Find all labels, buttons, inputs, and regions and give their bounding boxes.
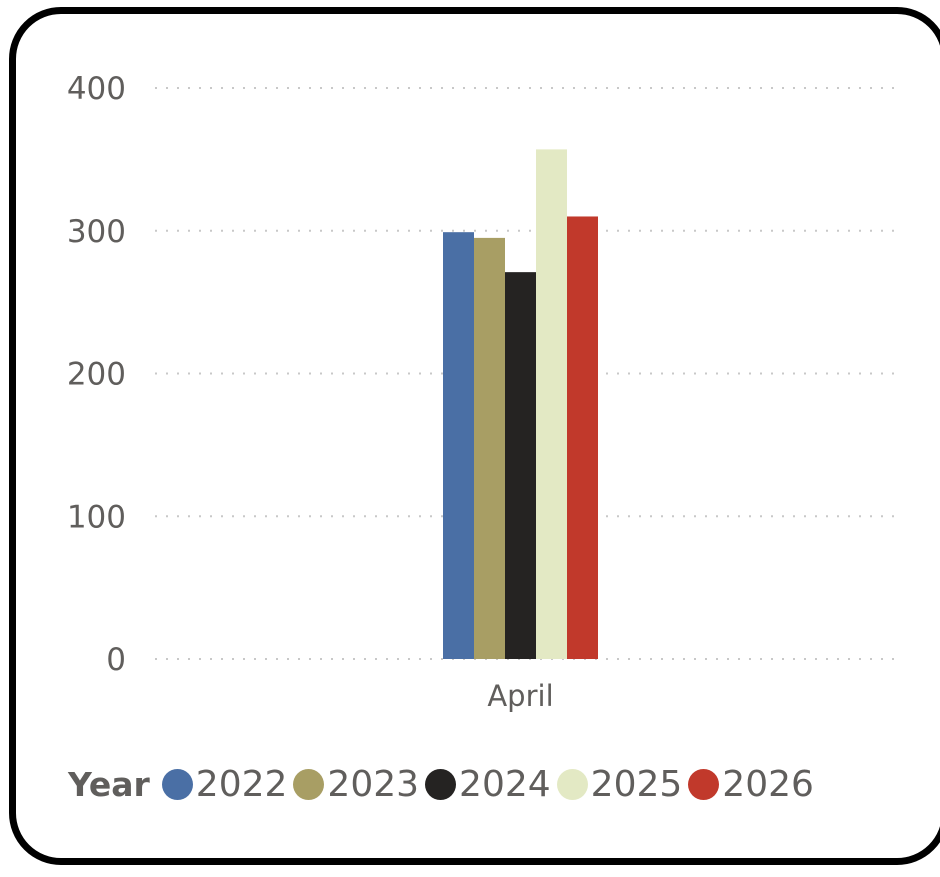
y-tick-label: 400	[67, 71, 126, 107]
legend-label: 2022	[195, 763, 288, 805]
legend-item-2025[interactable]: 2025	[556, 763, 683, 805]
legend-marker	[425, 768, 457, 800]
legend-label: 2024	[459, 763, 551, 805]
y-tick-label: 100	[67, 499, 126, 535]
legend-marker	[161, 768, 193, 800]
bar-2025[interactable]	[536, 149, 567, 659]
legend-item-2026[interactable]: 2026	[688, 764, 814, 805]
bar-2024[interactable]	[505, 272, 536, 659]
y-tick-label: 0	[106, 642, 126, 678]
legend-marker	[688, 768, 720, 800]
legend-label: 2026	[722, 763, 814, 805]
bar-2022[interactable]	[443, 232, 474, 660]
y-tick-label: 300	[67, 214, 126, 250]
legend-item-2022[interactable]: 2022	[161, 763, 288, 805]
legend: Year 2022 2023 2024 2025 2026	[68, 758, 820, 810]
legend-item-2023[interactable]: 2023	[293, 764, 419, 805]
x-tick-label: April	[487, 679, 553, 713]
legend-marker	[293, 768, 325, 800]
legend-item-2024[interactable]: 2024	[425, 764, 551, 805]
y-tick-label: 200	[67, 357, 126, 393]
legend-marker	[556, 768, 588, 800]
legend-title: Year	[68, 764, 150, 804]
legend-label: 2025	[590, 763, 683, 805]
bar-2026[interactable]	[567, 216, 598, 659]
legend-label: 2023	[327, 763, 420, 805]
bar-2023[interactable]	[474, 237, 505, 659]
